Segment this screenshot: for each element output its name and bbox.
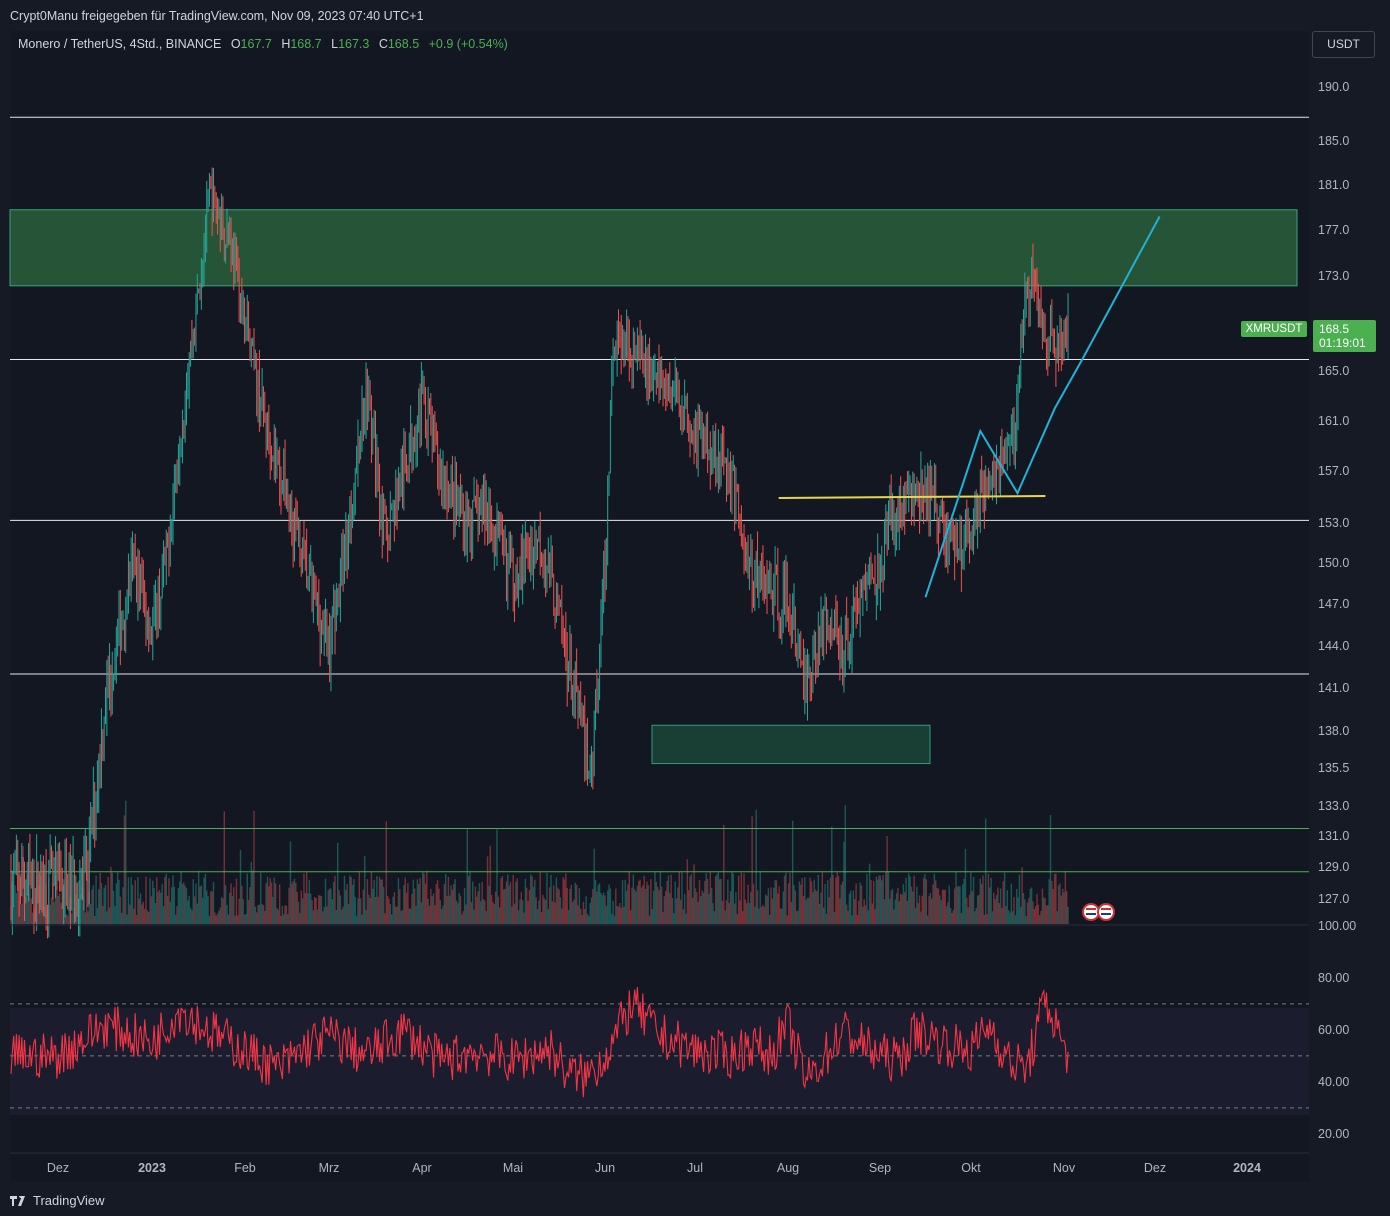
close-value: 168.5 [387,37,420,51]
time-tick-label: Apr [412,1161,431,1175]
time-tick-label: Feb [234,1161,256,1175]
open-label: O [230,37,241,51]
rsi-band-fill [10,1008,1309,1115]
drawings-layer [778,216,1161,921]
time-tick-label: 2024 [1233,1161,1261,1175]
low-value: 167.3 [338,37,370,51]
rsi-tick-label: 100.00 [1318,919,1356,933]
rsi-tick-label: 60.00 [1318,1023,1349,1037]
last-price: 168.5 [1319,322,1350,336]
levels-layer [10,116,1309,873]
rsi-tick-label: 20.00 [1318,1127,1349,1141]
rsi-tick-label: 40.00 [1318,1075,1349,1089]
price-tick-label: 129.0 [1318,860,1349,874]
time-tick-label: Mai [503,1161,523,1175]
price-tick-label: 185.0 [1318,134,1349,148]
top-bar: Crypt0Manu freigegeben für TradingView.c… [0,0,1390,30]
time-tick-label: Dez [1144,1161,1166,1175]
price-tick-label: 177.0 [1318,223,1349,237]
price-tick-label: 161.0 [1318,414,1349,428]
price-tick-label: 133.0 [1318,799,1349,813]
bar-countdown: 01:19:01 [1319,336,1366,350]
brand-name: TradingView [33,1193,105,1208]
symbol-price-tag: XMRUSDT [1241,321,1307,337]
price-tick-label: 138.0 [1318,724,1349,738]
time-tick-label: Jul [687,1161,703,1175]
event-flag-stripe [1101,913,1111,915]
event-flag-stripe [1101,908,1111,910]
high-value: 168.7 [290,37,322,51]
chart-legend: Monero / TetherUS, 4Std., BINANCE O167.7… [18,37,508,51]
event-flag-stripe [1086,913,1096,915]
price-tick-label: 147.0 [1318,597,1349,611]
rsi-line [10,986,1069,1098]
resistance-zone [9,209,1298,287]
zones-layer [9,209,1309,1115]
low-label: L [331,37,339,51]
price-tick-label: 181.0 [1318,178,1349,192]
price-tick-label: 153.0 [1318,516,1349,530]
footer-brand[interactable]: TradingView [10,1193,105,1208]
price-axis: 190.0185.0181.0177.0173.0169.0165.0161.0… [1318,80,1356,1141]
time-axis: Dez 2023 Feb Mrz Apr Mai Jun Jul Aug Sep Okt Nov Dez… [10,1152,1309,1175]
price-tick-label: 150.0 [1318,556,1349,570]
high-label: H [281,37,291,51]
event-flag-stripe [1086,908,1096,910]
event-flag-icon [1097,903,1115,921]
time-tick-label: Nov [1053,1161,1076,1175]
support-zone [651,724,931,765]
candles-layer [10,167,1069,939]
time-tick-label: Sep [869,1161,891,1175]
price-tick-label: 157.0 [1318,464,1349,478]
volume-layer [10,800,1069,924]
time-tick-label: Okt [961,1161,981,1175]
price-tick-label: 173.0 [1318,269,1349,283]
price-tick-label: 131.0 [1318,829,1349,843]
currency-button[interactable]: USDT [1312,31,1375,58]
yellow-level-line [778,495,1046,499]
price-tick-label: 165.0 [1318,364,1349,378]
time-tick-label: Dez [47,1161,69,1175]
time-tick-label: Jun [595,1161,615,1175]
price-tick-label: 144.0 [1318,639,1349,653]
last-price-tag: 168.5 01:19:01 [1313,320,1376,352]
rsi-pane [10,924,1309,1109]
rsi-tick-label: 80.00 [1318,971,1349,985]
price-tick-label: 127.0 [1318,892,1349,906]
time-tick-label: Mrz [319,1161,340,1175]
event-flag-icon [1082,903,1100,921]
share-line: Crypt0Manu freigegeben für TradingView.c… [10,9,424,23]
time-tick-label: Aug [777,1161,799,1175]
tradingview-logo-icon [10,1195,25,1206]
projection-path [924,216,1161,598]
open-value: 167.7 [240,37,272,51]
close-label: C [378,37,388,51]
price-tick-label: 141.0 [1318,681,1349,695]
price-tick-label: 135.5 [1318,761,1349,775]
change-value: +0.9 (+0.54%) [428,37,508,51]
price-tick-label: 190.0 [1318,80,1349,94]
time-tick-label: 2023 [138,1161,166,1175]
symbol-title[interactable]: Monero / TetherUS, 4Std., BINANCE [18,37,222,51]
